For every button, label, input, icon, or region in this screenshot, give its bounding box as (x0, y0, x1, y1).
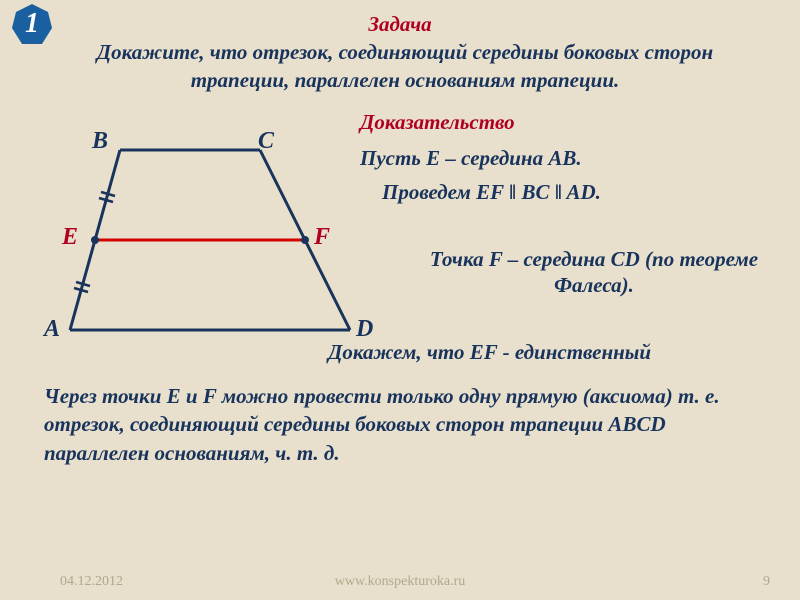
trapezoid-figure: В С А D E F (30, 120, 410, 360)
vertex-label-D: D (356, 316, 373, 343)
footer-page-number: 9 (763, 574, 770, 590)
footer-url: www.konspekturoka.ru (335, 574, 466, 590)
footer-date: 04.12.2012 (60, 574, 123, 590)
vertex-label-E: E (62, 224, 78, 251)
slide-number-badge: 1 (12, 4, 52, 44)
section-title: Задача (368, 12, 431, 37)
vertex-label-A: А (44, 316, 60, 343)
proof-step-2: Проведем EF ‖ BC ‖ AD. (382, 180, 601, 205)
vertex-label-F: F (314, 224, 330, 251)
problem-statement: Докажите, что отрезок, соединяющий серед… (50, 38, 760, 95)
vertex-label-B: В (92, 128, 108, 155)
trapezoid-svg (30, 120, 410, 360)
proof-step-3: Точка F – середина CD (по теореме Фалеса… (418, 246, 770, 299)
proof-conclusion: Через точки E и F можно провести только … (44, 382, 756, 467)
vertex-label-C: С (258, 128, 274, 155)
